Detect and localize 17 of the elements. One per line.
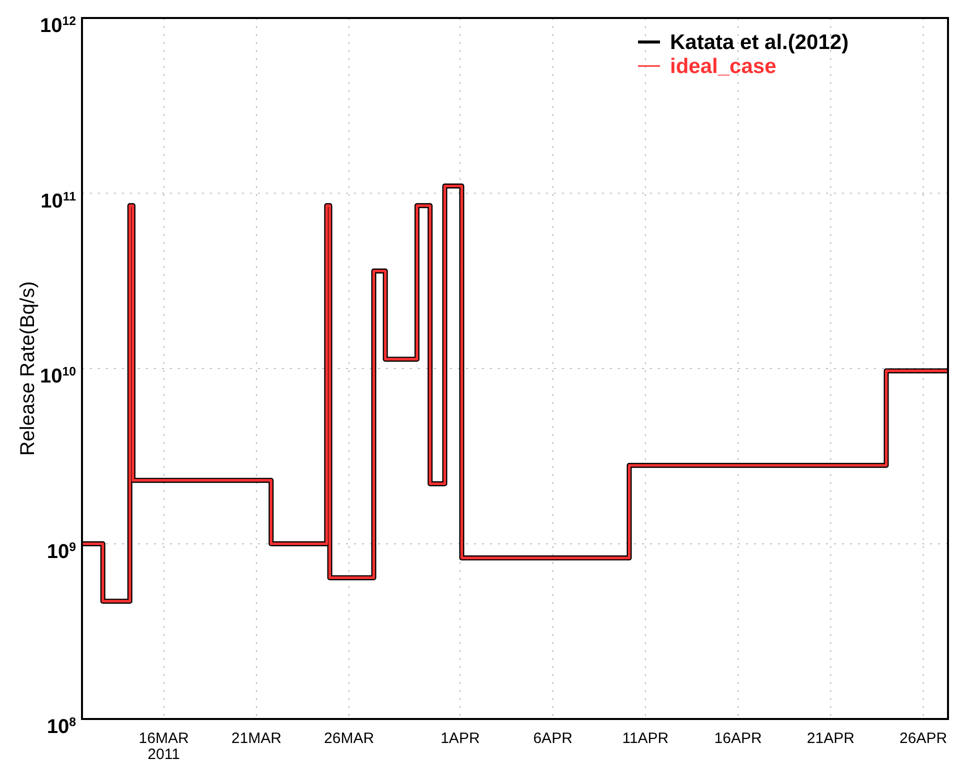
y-tick-label: 10$^{12}$ (40, 14, 76, 37)
x-tick-label: 11APR (622, 730, 669, 747)
legend-label: ideal_case (670, 55, 776, 78)
x-tick-label: 21MAR (231, 730, 282, 747)
x-tick-label: 16APR (714, 730, 762, 747)
y-axis-title: Release Rate(Bq/s) (17, 281, 39, 456)
x-tick-label: 1APR (440, 730, 480, 747)
x-tick-label: 6APR (533, 730, 573, 747)
y-tick-label: 10$^{8}$ (46, 715, 76, 738)
y-tick-label: 10$^{11}$ (40, 189, 76, 212)
legend-label: Katata et al.(2012) (670, 31, 849, 54)
x-tick-label: 26APR (900, 730, 948, 747)
y-tick-label: 10$^{9}$ (46, 540, 76, 563)
x-tick-label: 26MAR (324, 730, 374, 747)
x-tick-label: 16MAR 2011 (138, 730, 189, 762)
y-tick-label: 10$^{10}$ (40, 364, 76, 388)
x-tick-label: 21APR (806, 730, 855, 747)
